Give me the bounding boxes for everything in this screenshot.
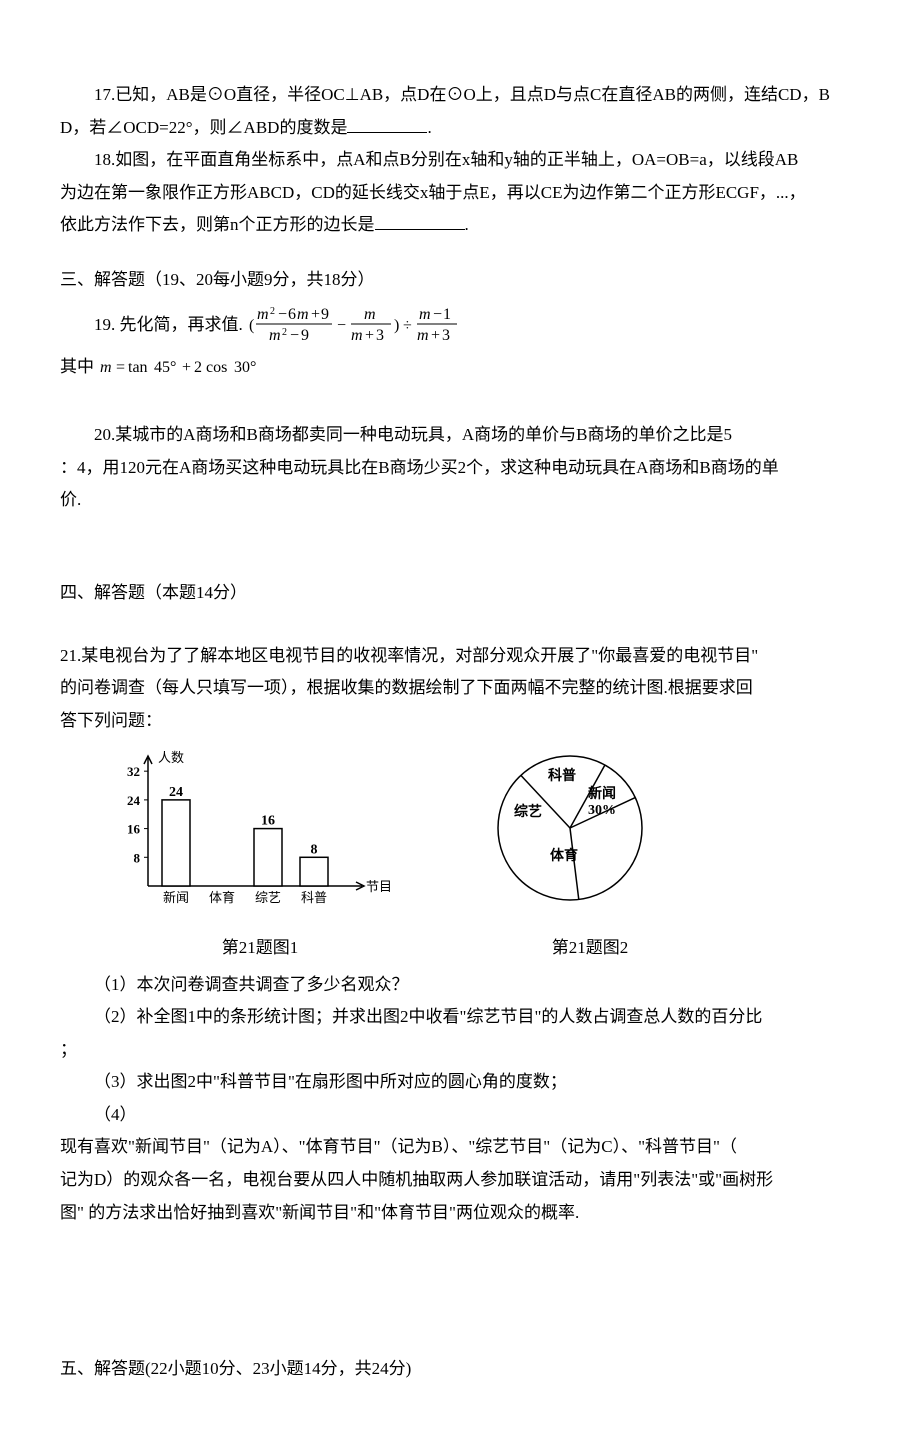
svg-text:32: 32 xyxy=(127,764,140,779)
svg-text:−: − xyxy=(337,317,346,334)
svg-text:30%: 30% xyxy=(588,803,616,818)
svg-text:−: − xyxy=(433,306,442,323)
q17-text-c: . xyxy=(427,118,431,137)
svg-text:÷: ÷ xyxy=(403,317,412,334)
pie-chart-wrap: 新闻30% 体育 综艺 科普 xyxy=(460,746,720,927)
q17-line1: 17.已知，AB是⊙O直径，半径OC⊥AB，点D在⊙O上，且点D与点C在直径AB… xyxy=(60,80,860,111)
svg-text:m: m xyxy=(419,306,431,323)
svg-text:人数: 人数 xyxy=(158,750,184,765)
svg-text:16: 16 xyxy=(261,814,275,829)
svg-text:−: − xyxy=(290,327,299,344)
q18-blank xyxy=(375,212,465,231)
q18-text-d: . xyxy=(465,215,469,234)
svg-text:8: 8 xyxy=(134,851,141,866)
q21-line1: 21.某电视台为了了解本地区电视节目的收视率情况，对部分观众开展了"你最喜爱的电… xyxy=(60,641,860,672)
q18-line2: 为边在第一象限作正方形ABCD，CD的延长线交x轴于点E，再以CE为边作第二个正… xyxy=(60,178,860,209)
q19-lead: 19. 先化简，再求值. xyxy=(94,314,243,333)
q19-where: 其中 xyxy=(60,357,94,376)
svg-text:1: 1 xyxy=(443,306,451,323)
svg-text:2: 2 xyxy=(194,359,202,376)
q20-line3: 价. xyxy=(60,485,860,516)
q21-sub4: （4） xyxy=(60,1100,860,1131)
svg-text:科普: 科普 xyxy=(548,767,576,784)
q18-text-c: 依此方法作下去，则第n个正方形的边长是 xyxy=(60,215,375,234)
section5-title: 五、解答题(22小题10分、23小题14分，共24分) xyxy=(60,1354,860,1385)
svg-text:m: m xyxy=(417,327,429,344)
svg-text:m: m xyxy=(257,306,269,323)
q19-where-line: 其中 m = tan 45° + 2 cos 30° xyxy=(60,352,860,383)
svg-text:2: 2 xyxy=(282,327,287,338)
chart-captions: 第21题图1 第21题图2 xyxy=(60,933,860,964)
svg-text:新闻: 新闻 xyxy=(163,890,189,905)
svg-text:−: − xyxy=(278,306,287,323)
q21-line2: 的问卷调查（每人只填写一项），根据收集的数据绘制了下面两幅不完整的统计图.根据要… xyxy=(60,673,860,704)
svg-text:24: 24 xyxy=(169,785,183,800)
svg-text:+: + xyxy=(365,327,374,344)
q18-line3: 依此方法作下去，则第n个正方形的边长是. xyxy=(60,210,860,241)
svg-text:30°: 30° xyxy=(234,359,256,376)
svg-text:+: + xyxy=(311,306,320,323)
q21-sub4d: 图" 的方法求出恰好抽到喜欢"新闻节目"和"体育节目"两位观众的概率. xyxy=(60,1198,860,1229)
svg-text:m: m xyxy=(364,306,376,323)
svg-text:m: m xyxy=(297,306,309,323)
bar-chart: 8 16 24 32 人数节目 24 新闻 体育 16 综艺 8 科普 xyxy=(100,746,400,916)
svg-text:3: 3 xyxy=(376,327,384,344)
svg-text:(: ( xyxy=(249,317,254,334)
bar-chart-wrap: 8 16 24 32 人数节目 24 新闻 体育 16 综艺 8 科普 xyxy=(100,746,420,927)
svg-text:3: 3 xyxy=(442,327,450,344)
svg-text:m: m xyxy=(269,327,281,344)
svg-text:节目: 节目 xyxy=(366,879,392,894)
svg-text:综艺: 综艺 xyxy=(255,890,281,905)
svg-text:24: 24 xyxy=(127,793,141,808)
svg-text:45°: 45° xyxy=(154,359,176,376)
svg-text:16: 16 xyxy=(127,822,141,837)
section3-title: 三、解答题（19、20每小题9分，共18分） xyxy=(60,265,860,296)
svg-text:9: 9 xyxy=(321,306,329,323)
q18-line1: 18.如图，在平面直角坐标系中，点A和点B分别在x轴和y轴的正半轴上，OA=OB… xyxy=(60,145,860,176)
svg-text:体育: 体育 xyxy=(209,890,235,905)
svg-text:m: m xyxy=(100,359,112,376)
q17-text-b: D，若∠OCD=22°，则∠ABD的度数是 xyxy=(60,118,347,137)
section4-title: 四、解答题（本题14分） xyxy=(60,578,860,609)
svg-text:2: 2 xyxy=(270,306,275,317)
svg-text:m: m xyxy=(351,327,363,344)
svg-text:+: + xyxy=(182,359,191,376)
q21-sub2: （2）补全图1中的条形统计图；并求出图2中收看"综艺节目"的人数占调查总人数的百… xyxy=(60,1002,860,1033)
q21-sub4c: 记为D）的观众各一名，电视台要从四人中随机抽取两人参加联谊活动，请用"列表法"或… xyxy=(60,1165,860,1196)
svg-text:科普: 科普 xyxy=(301,890,327,905)
pie-chart: 新闻30% 体育 综艺 科普 xyxy=(460,746,680,910)
q21-line3: 答下列问题： xyxy=(60,706,860,737)
q20-line2: ：4，用120元在A商场买这种电动玩具比在B商场少买2个，求这种电动玩具在A商场… xyxy=(60,453,860,484)
q17-blank xyxy=(347,114,427,133)
q21-sub2b: ； xyxy=(60,1035,860,1066)
svg-text:+: + xyxy=(431,327,440,344)
q19-where-formula: m = tan 45° + 2 cos 30° xyxy=(98,358,288,378)
svg-text:体育: 体育 xyxy=(550,847,578,864)
svg-text:综艺: 综艺 xyxy=(514,803,542,820)
q17-line2: D，若∠OCD=22°，则∠ABD的度数是. xyxy=(60,113,860,144)
svg-text:=: = xyxy=(116,359,125,376)
svg-text:新闻: 新闻 xyxy=(588,785,616,802)
svg-text:cos: cos xyxy=(206,359,227,376)
q21-sub3: （3）求出图2中"科普节目"在扇形图中所对应的圆心角的度数； xyxy=(60,1067,860,1098)
svg-text:tan: tan xyxy=(128,359,148,376)
q21-sub4b: 现有喜欢"新闻节目"（记为A）、"体育节目"（记为B）、"综艺节目"（记为C）、… xyxy=(60,1132,860,1163)
svg-text:8: 8 xyxy=(311,843,318,858)
q19-line: 19. 先化简，再求值. ( m 2 − 6 m + 9 m 2 − 9 − xyxy=(60,304,860,348)
charts-row: 8162432人数节目24新闻体育16综艺8科普 新闻30%体育综艺科普 xyxy=(60,746,860,927)
svg-text:6: 6 xyxy=(288,306,296,323)
q20-line1: 20.某城市的A商场和B商场都卖同一种电动玩具，A商场的单价与B商场的单价之比是… xyxy=(60,420,860,451)
caption-chart2: 第21题图2 xyxy=(460,933,720,964)
svg-text:): ) xyxy=(394,317,399,334)
svg-text:9: 9 xyxy=(301,327,309,344)
caption-chart1: 第21题图1 xyxy=(100,933,420,964)
q19-formula: ( m 2 − 6 m + 9 m 2 − 9 − m m xyxy=(247,304,497,348)
q21-sub1: （1）本次问卷调查共调查了多少名观众？ xyxy=(60,970,860,1001)
